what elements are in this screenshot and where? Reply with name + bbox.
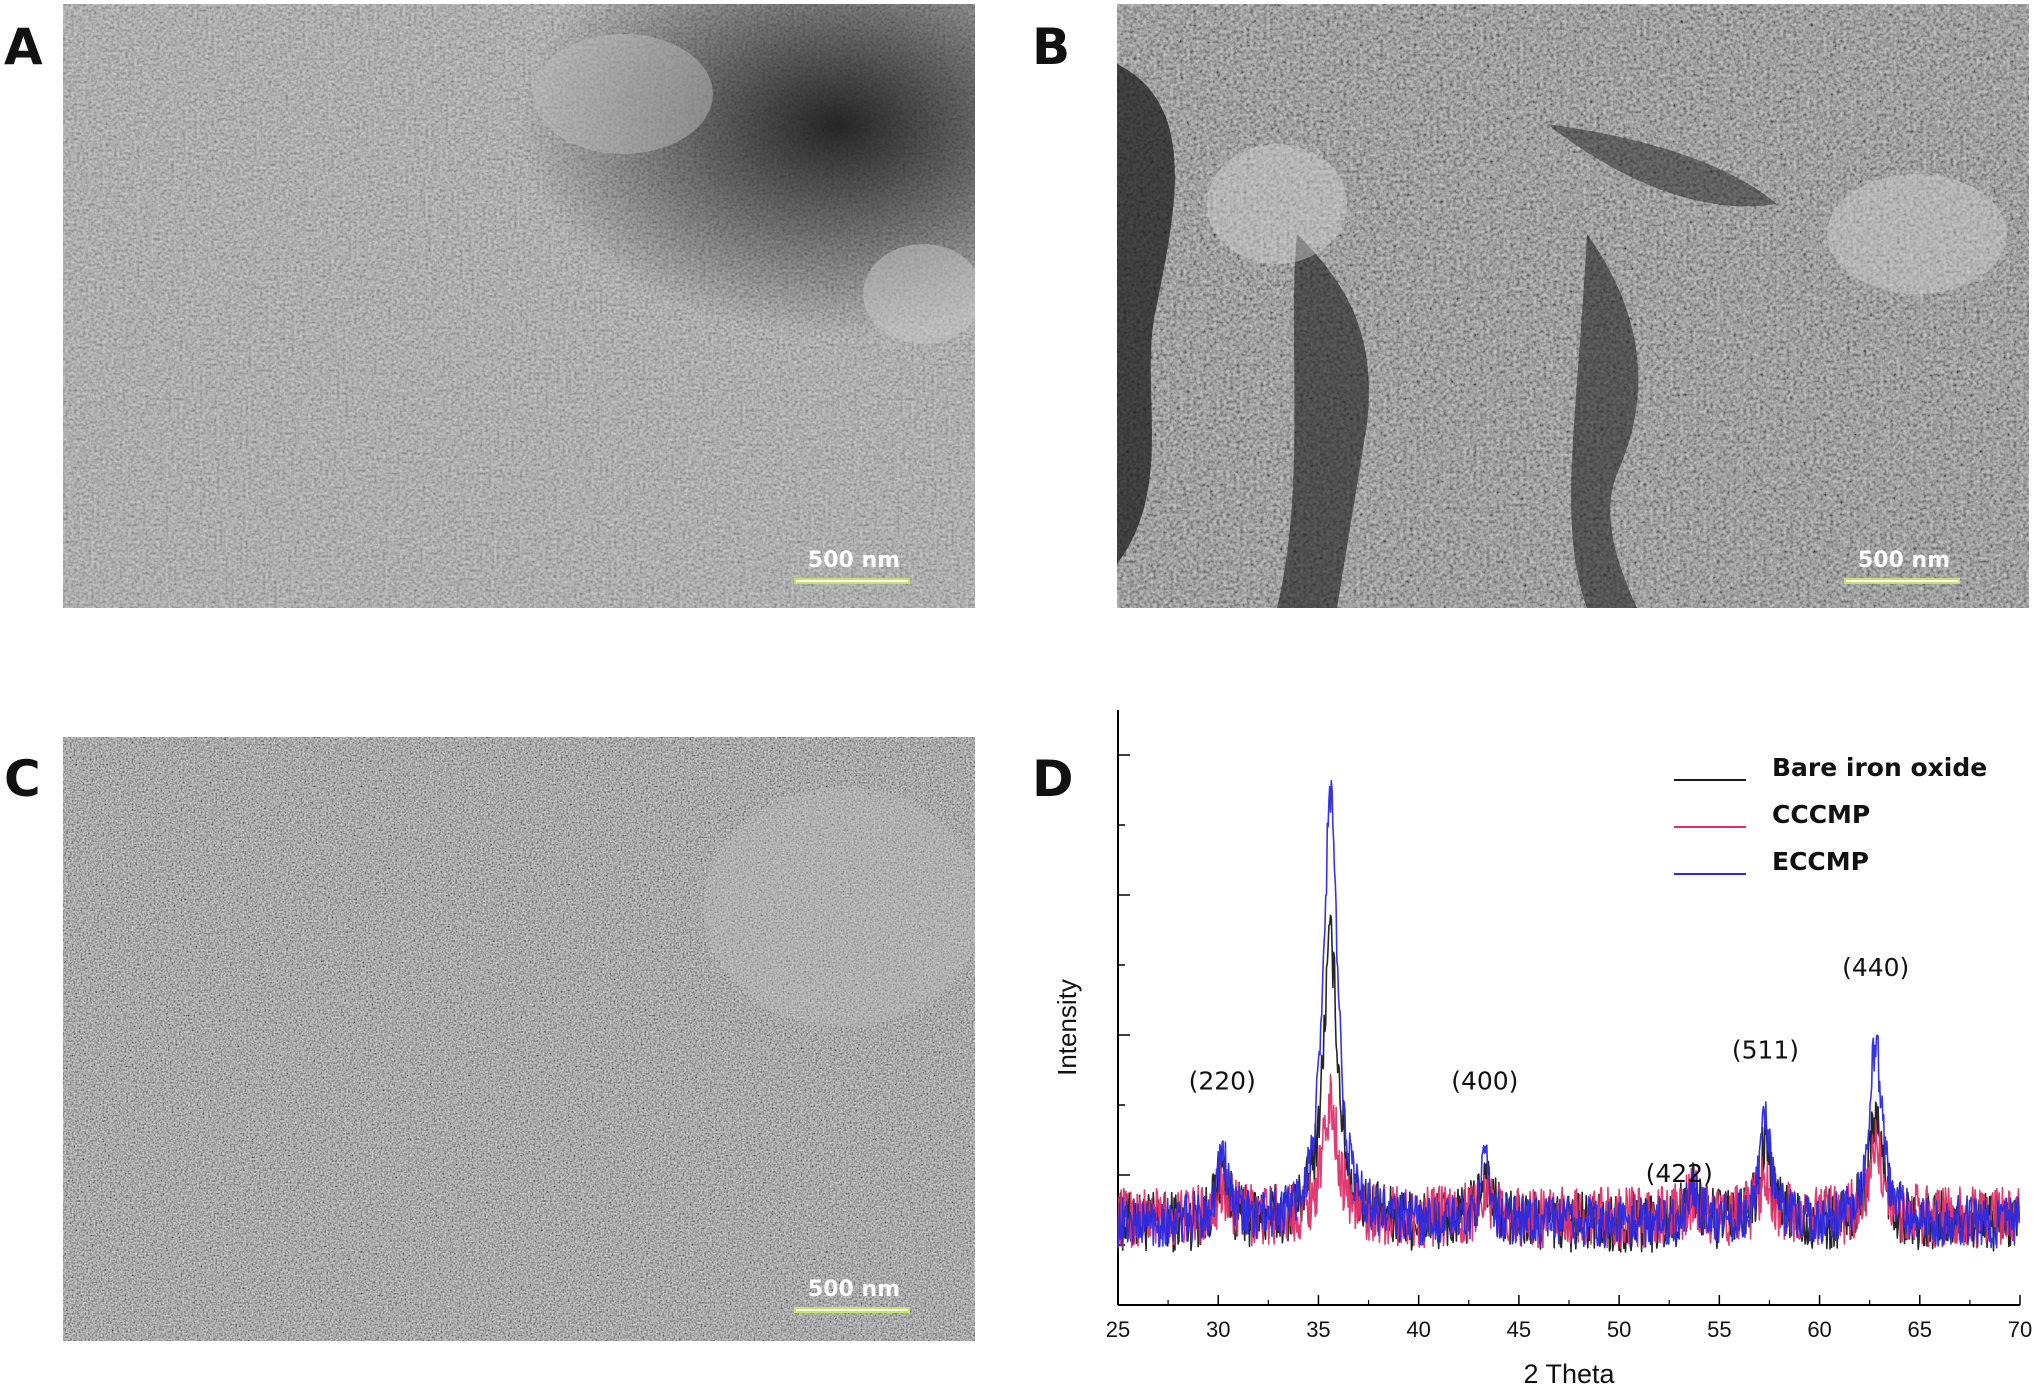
scale-bar: [794, 578, 910, 584]
x-tick-label: 60: [1807, 1317, 1831, 1342]
peak-label: (422): [1646, 1159, 1713, 1188]
x-tick-label: 45: [1507, 1317, 1531, 1342]
y-axis-label: Intensity: [1052, 979, 1082, 1076]
scale-bar-label: 500 nm: [807, 1277, 901, 1302]
sem-image-c: 500 nm: [63, 737, 975, 1341]
x-tick-label: 40: [1406, 1317, 1430, 1342]
peak-label: (511): [1732, 1035, 1799, 1064]
x-tick-label: 50: [1607, 1317, 1631, 1342]
xrd-chart: 25 30 35 40 45 50 55 60 65 70 2 Theta Intensity (220…: [1052, 710, 2032, 1389]
x-tick-label: 35: [1306, 1317, 1330, 1342]
legend-label: CCCMP: [1772, 800, 1870, 829]
legend-label: Bare iron oxide: [1772, 753, 1987, 782]
scale-bar-label: 500 nm: [807, 548, 901, 573]
x-tick-label: 25: [1106, 1317, 1130, 1342]
peak-label: (440): [1842, 953, 1909, 982]
x-axis-label: 2 Theta: [1523, 1359, 1615, 1389]
scale-bar: [1844, 578, 1960, 584]
legend-label: ECCMP: [1772, 847, 1869, 876]
x-tick-label: 70: [2008, 1317, 2032, 1342]
x-tick-label: 30: [1206, 1317, 1230, 1342]
panel-c-label: C: [4, 750, 41, 808]
panel-b-label: B: [1032, 18, 1071, 76]
scale-bar-label: 500 nm: [1857, 548, 1951, 573]
peak-label: (400): [1451, 1066, 1518, 1095]
series-line-eccmp: [1117, 779, 2020, 1249]
sem-image-b: 500 nm: [1117, 4, 2029, 608]
panel-a-label: A: [4, 18, 43, 76]
scale-bar: [794, 1307, 910, 1313]
x-tick-label: 65: [1908, 1317, 1932, 1342]
peak-label: (220): [1189, 1066, 1256, 1095]
sem-image-a: 500 nm: [63, 4, 975, 608]
x-tick-label: 55: [1707, 1317, 1731, 1342]
panel-d-label: D: [1032, 750, 1074, 808]
